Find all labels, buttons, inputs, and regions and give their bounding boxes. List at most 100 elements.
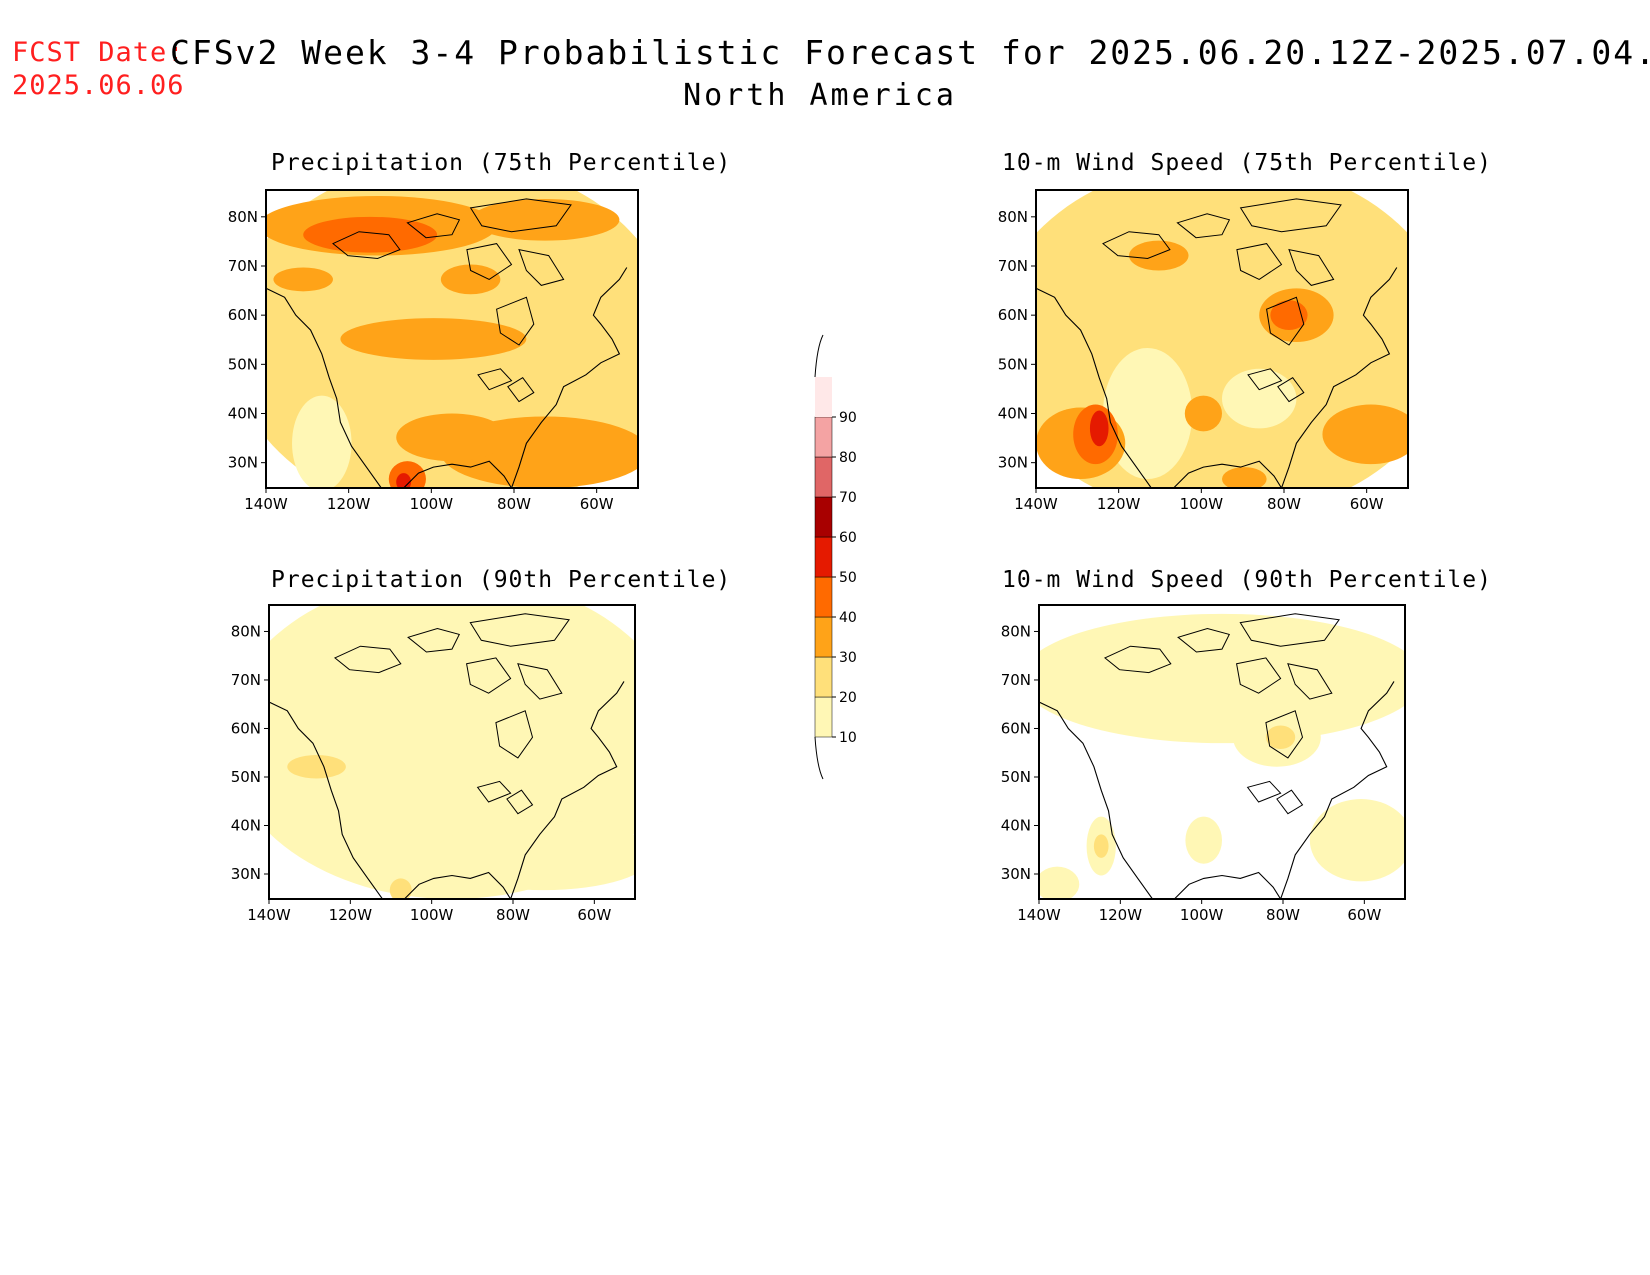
map-frame xyxy=(268,604,636,900)
lon-tick-label: 60W xyxy=(1347,906,1381,924)
island-outline xyxy=(1287,663,1333,700)
lat-tick-label: 80N xyxy=(231,622,261,640)
lon-tick-label: 60W xyxy=(1350,495,1384,513)
panel-title-wind-75: 10-m Wind Speed (75th Percentile) xyxy=(1002,150,1492,176)
page-subtitle: North America xyxy=(683,78,957,113)
lake-outline xyxy=(1276,789,1304,815)
contour-fill-region xyxy=(396,413,508,462)
colorbar-segment xyxy=(815,377,832,417)
island-outline xyxy=(406,213,461,239)
lat-tick-label: 40N xyxy=(231,817,261,835)
colorbar-label: 90 xyxy=(839,410,857,426)
coastline xyxy=(1036,267,1398,488)
contour-fill-region xyxy=(1322,404,1408,465)
contour-fill-region xyxy=(292,395,352,488)
lake-outline xyxy=(477,368,513,391)
island-outline xyxy=(466,243,513,280)
map-precip-90: 140W 120W 100W 80W 60W 80N 70N 60N 50N 40N 30N xyxy=(231,604,636,924)
forecast-date-label: FCST Date: 2025.06.06 xyxy=(12,36,185,102)
colorbar-label: 60 xyxy=(839,530,857,546)
lon-tick-label: 140W xyxy=(247,906,291,924)
lat-tick-label: 40N xyxy=(1001,817,1031,835)
contour-fill-region xyxy=(1185,816,1222,864)
contour-fill-region xyxy=(1309,799,1405,882)
colorbar-segment xyxy=(814,656,833,698)
panel-title-wind-90: 10-m Wind Speed (90th Percentile) xyxy=(1002,567,1492,593)
map-wind-90: 140W 120W 100W 80W 60W 80N 70N 60N 50N 40N 30N xyxy=(1001,604,1406,924)
colorbar-segment xyxy=(814,496,833,538)
colorbar-segment xyxy=(814,536,833,578)
panel-title-precip-90: Precipitation (90th Percentile) xyxy=(271,567,732,593)
contour-fill-region xyxy=(287,754,346,779)
colorbar-segment xyxy=(814,616,833,658)
map-frame xyxy=(1035,189,1409,489)
lat-tick-label: 30N xyxy=(231,865,261,883)
contour-fill-region xyxy=(1222,368,1297,429)
lat-tick-label: 50N xyxy=(998,355,1028,373)
lake-outline xyxy=(506,789,534,815)
lat-tick-label: 40N xyxy=(228,405,258,423)
contour-fill-region xyxy=(433,819,635,891)
island-outline xyxy=(1236,657,1282,694)
colorbar-label: 80 xyxy=(839,450,857,466)
lon-tick-label: 60W xyxy=(577,906,611,924)
island-outline xyxy=(1176,213,1231,239)
panel-title-precip-75: Precipitation (75th Percentile) xyxy=(271,150,732,176)
lon-tick-label: 80W xyxy=(497,495,531,513)
lon-tick-label: 140W xyxy=(1017,906,1061,924)
lat-tick-label: 60N xyxy=(231,719,261,737)
lon-tick-label: 120W xyxy=(327,495,371,513)
island-outline xyxy=(518,248,565,286)
contour-fill-region xyxy=(1089,410,1109,447)
island-outline xyxy=(407,627,461,653)
contour-fill-region xyxy=(1039,866,1080,899)
island-outline xyxy=(495,710,534,759)
contour-fill-region xyxy=(389,878,412,899)
island-outline xyxy=(466,657,512,694)
contour-fill-region xyxy=(1222,467,1267,488)
contour-fill-region xyxy=(470,198,620,241)
coastline xyxy=(266,267,628,488)
colorbar-label: 70 xyxy=(839,490,857,506)
lat-tick-label: 60N xyxy=(1001,719,1031,737)
lat-tick-label: 40N xyxy=(998,405,1028,423)
island-outline xyxy=(496,296,535,346)
lake-outline xyxy=(507,377,535,403)
contour-fill-region xyxy=(1265,725,1296,750)
contour-fill-region xyxy=(1093,834,1109,858)
contour-fill-region xyxy=(303,216,438,253)
fcst-date-label-text: FCST Date: xyxy=(12,37,185,68)
colorbar-segment xyxy=(814,576,833,618)
colorbar-segment xyxy=(814,456,833,498)
lat-tick-label: 30N xyxy=(228,454,258,472)
lake-outline xyxy=(1247,368,1283,391)
contour-fill-region xyxy=(340,318,527,360)
lon-tick-label: 100W xyxy=(410,906,454,924)
island-outline xyxy=(517,663,563,700)
page-title: CFSv2 Week 3-4 Probabilistic Forecast fo… xyxy=(170,33,1650,72)
contour-fill-region xyxy=(1129,240,1189,271)
contour-fill-region xyxy=(273,267,333,292)
lat-tick-label: 70N xyxy=(228,257,258,275)
lon-tick-label: 60W xyxy=(580,495,614,513)
lat-tick-label: 80N xyxy=(1001,622,1031,640)
lake-outline xyxy=(1277,377,1305,403)
island-outline xyxy=(1103,645,1172,674)
colorbar-label: 30 xyxy=(839,650,857,666)
lat-tick-label: 60N xyxy=(998,306,1028,324)
contour-fill-region xyxy=(1102,347,1193,480)
map-frame xyxy=(1038,604,1406,900)
island-outline xyxy=(1236,243,1283,280)
island-outline xyxy=(1266,296,1305,346)
lat-tick-label: 50N xyxy=(231,768,261,786)
lon-tick-label: 120W xyxy=(329,906,373,924)
contour-fill-region xyxy=(1184,395,1222,432)
lon-tick-label: 120W xyxy=(1097,495,1141,513)
lon-tick-label: 140W xyxy=(1014,495,1058,513)
coastline xyxy=(1039,681,1395,899)
colorbar-label: 10 xyxy=(839,730,857,746)
island-outline xyxy=(333,645,402,674)
lon-tick-label: 120W xyxy=(1099,906,1143,924)
fcst-date-value: 2025.06.06 xyxy=(12,70,185,101)
map-wind-75: 140W 120W 100W 80W 60W 80N 70N 60N 50N 40N 30N xyxy=(998,189,1409,513)
